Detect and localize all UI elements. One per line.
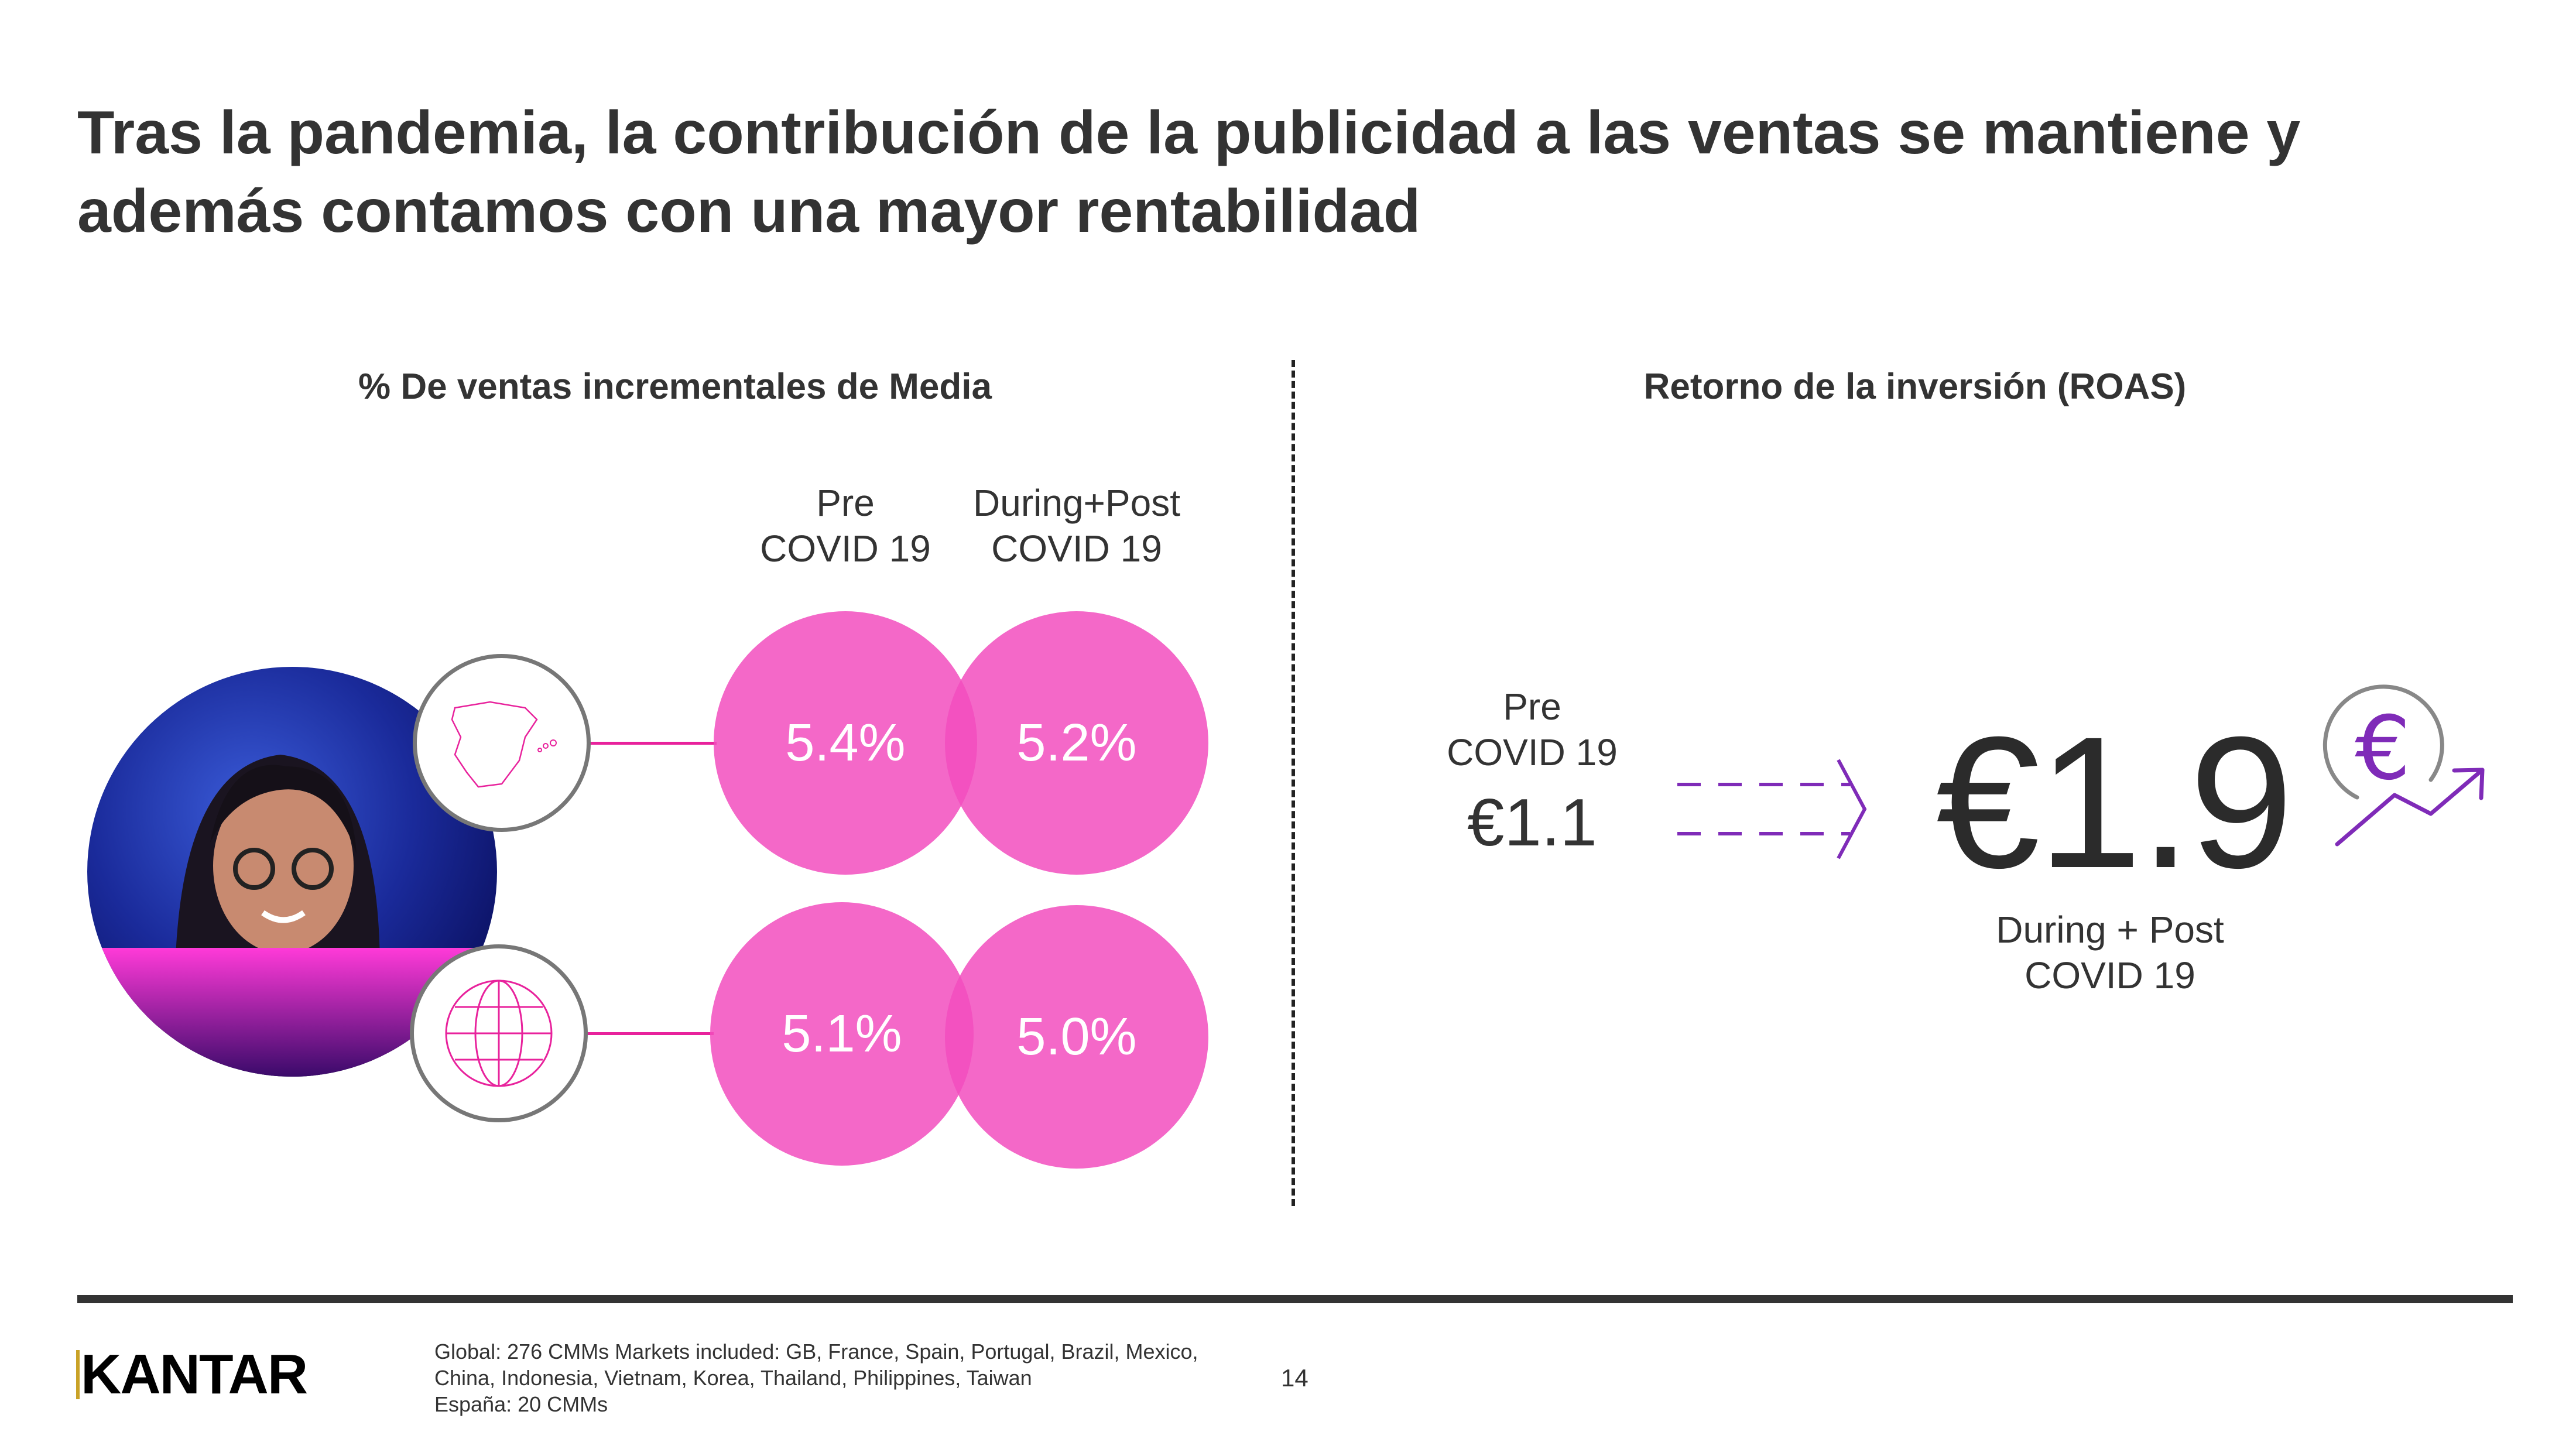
bubble-global-pre: 5.1% [710, 902, 974, 1166]
logo-text: KANTAR [81, 1343, 308, 1406]
left-panel-heading: % De ventas incrementales de Media [358, 366, 992, 407]
kantar-logo: KANTAR [76, 1347, 308, 1403]
footer-divider [77, 1295, 2513, 1303]
value: 5.2% [1016, 713, 1137, 772]
value: 5.4% [785, 713, 906, 772]
value: 5.1% [782, 1004, 902, 1063]
label-line: Pre [816, 482, 875, 524]
value: 5.0% [1016, 1007, 1137, 1066]
label-line: COVID 19 [1447, 731, 1618, 773]
globe-icon-circle [410, 944, 588, 1122]
dashed-arrow-icon [1677, 759, 1867, 859]
roas-pre-value: €1.1 [1467, 786, 1597, 860]
bubble-spain-pre: 5.4% [714, 611, 977, 875]
label-line: COVID 19 [760, 527, 931, 570]
roas-pre-label: Pre COVID 19 [1356, 684, 1708, 775]
label-line: During+Post [973, 482, 1180, 524]
roas-post-value: €1.9 [1936, 697, 2294, 907]
label-line: COVID 19 [991, 527, 1162, 570]
spain-map-icon [451, 701, 557, 788]
bubble-spain-post: 5.2% [945, 611, 1208, 875]
footnote-line: China, Indonesia, Vietnam, Korea, Thaila… [434, 1366, 1032, 1390]
label-line: Pre [1503, 686, 1561, 728]
panel-divider [1292, 360, 1295, 1206]
connector-line [588, 742, 717, 745]
label-line: COVID 19 [2025, 954, 2195, 996]
footnote-line: España: 20 CMMs [434, 1392, 608, 1416]
right-panel-heading: Retorno de la inversión (ROAS) [1643, 366, 2187, 407]
connector-line [585, 1032, 714, 1035]
footnote: Global: 276 CMMs Markets included: GB, F… [434, 1338, 1198, 1417]
roas-post-label: During + Post COVID 19 [1934, 907, 2286, 998]
euro-growth-icon: € [2322, 684, 2485, 847]
label-line: During + Post [1996, 909, 2224, 951]
svg-text:€: € [2355, 698, 2410, 800]
spain-icon-circle [413, 654, 591, 832]
globe-icon [445, 979, 553, 1087]
column-label-pre: Pre COVID 19 [670, 480, 1021, 571]
bubble-global-post: 5.0% [945, 905, 1208, 1169]
column-label-post: During+Post COVID 19 [901, 480, 1252, 571]
page-number: 14 [1281, 1364, 1308, 1392]
slide-title: Tras la pandemia, la contribución de la … [77, 99, 2301, 245]
footnote-line: Global: 276 CMMs Markets included: GB, F… [434, 1340, 1198, 1364]
